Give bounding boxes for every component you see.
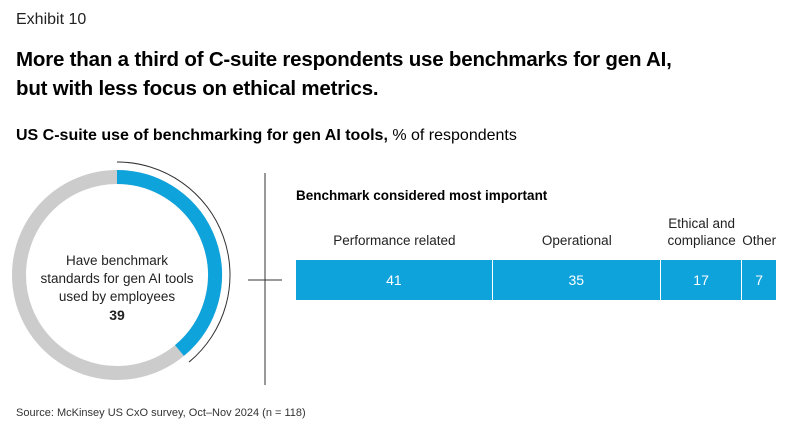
category-label: Operational	[542, 232, 612, 249]
category-label: Ethical and compliance	[667, 215, 735, 249]
bar-segment: 35	[492, 260, 661, 300]
donut-outer-arc	[116, 161, 231, 363]
chart-subtitle: US C-suite use of benchmarking for gen A…	[16, 127, 517, 145]
category-label-line: Other	[742, 233, 777, 248]
bar-value-label: 41	[386, 272, 402, 288]
donut-label-line-3: used by employees	[58, 289, 176, 304]
donut-label: Have benchmark standards for gen AI tool…	[34, 252, 200, 324]
donut-value-arc	[116, 170, 222, 356]
bar-segment: 17	[660, 260, 743, 300]
category-label-line: Operational	[541, 233, 612, 248]
headline: More than a third of C-suite respondents…	[16, 45, 756, 103]
bar-value-label: 17	[693, 272, 709, 288]
category-label-line: Performance related	[333, 233, 456, 248]
headline-line-2: but with less focus on ethical metrics.	[16, 77, 379, 100]
donut-value-label: 39	[109, 307, 125, 323]
donut-chart	[12, 161, 231, 380]
category-label: Other	[742, 232, 776, 249]
exhibit-label: Exhibit 10	[16, 11, 87, 28]
bar-value-label: 7	[755, 272, 764, 288]
category-label-line: Ethical and	[668, 216, 735, 231]
category-label: Performance related	[333, 232, 455, 249]
bar-segment: 7	[742, 260, 776, 300]
category-label-line: compliance	[667, 233, 736, 248]
bar-value-label: 35	[568, 272, 585, 288]
chart-subtitle-main: US C-suite use of benchmarking for gen A…	[16, 127, 388, 144]
donut-label-line-2: standards for gen AI tools	[40, 271, 194, 286]
source-note: Source: McKinsey US CxO survey, Oct–Nov …	[16, 407, 306, 419]
stacked-bar-chart: Performance related Operational Ethical an…	[296, 210, 776, 305]
donut-label-line-1: Have benchmark	[65, 253, 169, 268]
benchmark-title: Benchmark considered most important	[296, 188, 548, 203]
headline-line-1: More than a third of C-suite respondents…	[16, 48, 672, 71]
bar-segment: 41	[296, 260, 493, 300]
chart-subtitle-unit: % of respondents	[387, 127, 517, 144]
